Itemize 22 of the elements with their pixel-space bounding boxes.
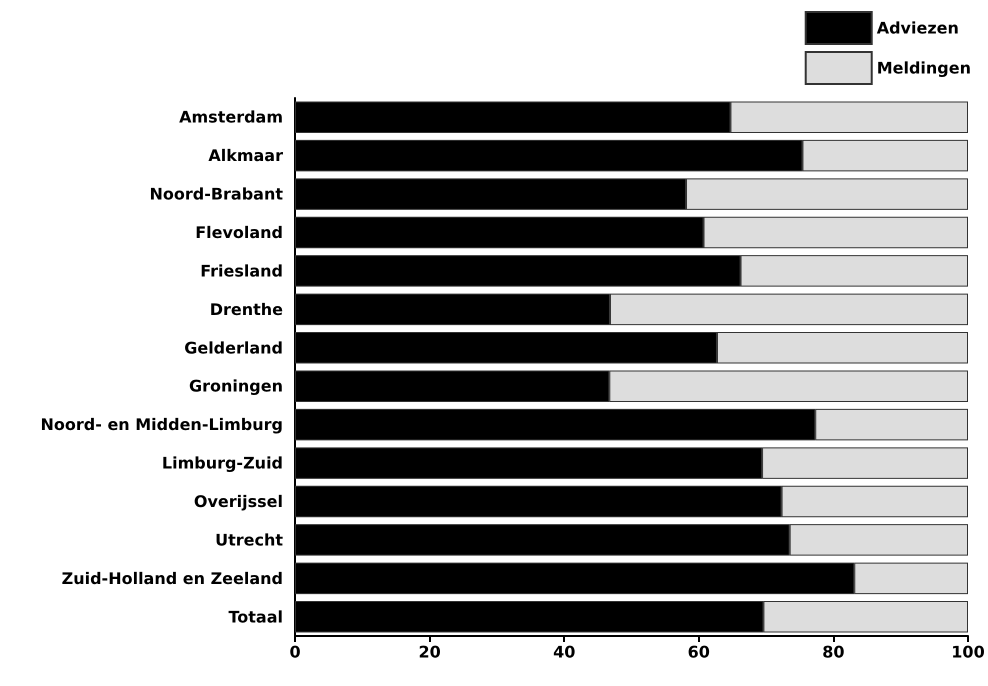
y-tick-label: Amsterdam <box>179 108 283 127</box>
y-tick-label: Zuid-Holland en Zeeland <box>62 568 283 588</box>
legend-label: Adviezen <box>876 18 959 38</box>
legend-label: Meldingen <box>876 58 971 78</box>
y-tick-label: Limburg-Zuid <box>162 454 283 473</box>
y-tick-label: Noord-Brabant <box>149 184 284 204</box>
y-tick-label: Noord- en Midden-Limburg <box>40 415 283 434</box>
y-tick-label: Alkmaar <box>208 146 284 166</box>
x-tick-label: 100 <box>951 642 985 662</box>
y-tick-label: Gelderland <box>184 338 283 358</box>
y-tick-label: Friesland <box>200 261 283 280</box>
y-tick-label: Drenthe <box>210 300 284 319</box>
y-tick-label: Groningen <box>189 376 283 396</box>
y-tick-label: Utrecht <box>215 530 284 550</box>
x-tick-label: 80 <box>822 642 845 662</box>
y-tick-label: Flevoland <box>195 223 283 242</box>
y-tick-label: Overijssel <box>194 492 283 511</box>
y-tick-label: Totaal <box>228 607 283 626</box>
x-tick-label: 20 <box>418 642 441 662</box>
x-tick-label: 40 <box>553 642 576 662</box>
x-tick-label: 60 <box>688 642 710 662</box>
x-tick-label: 0 <box>289 642 301 662</box>
